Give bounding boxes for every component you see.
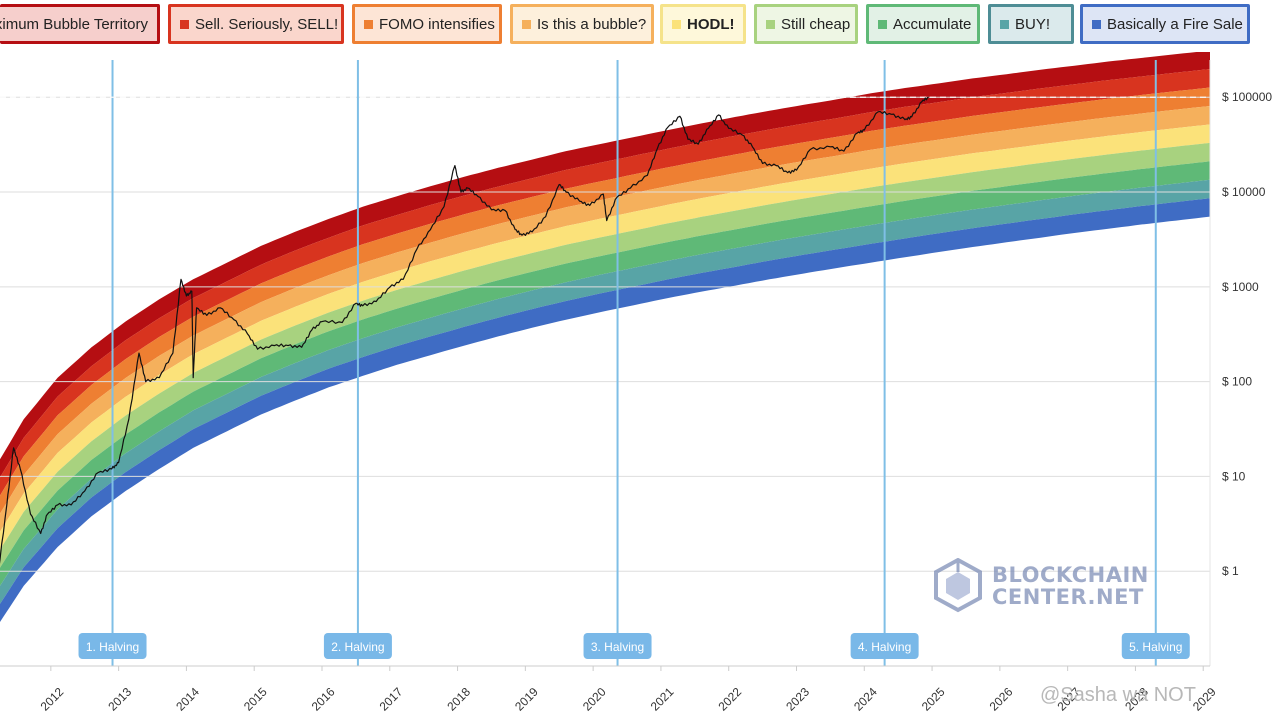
x-tick-label: 2023 <box>783 685 812 714</box>
x-tick-label: 2018 <box>444 685 473 714</box>
legend-item-1[interactable]: ximum Bubble Territory <box>0 4 160 44</box>
halving-label-5: 5. Halving <box>1129 640 1182 654</box>
y-tick-label: $ 1 <box>1222 564 1239 578</box>
x-tick-label: 2025 <box>919 685 948 714</box>
legend-item-6[interactable]: Still cheap <box>754 4 858 44</box>
legend-swatch <box>1092 20 1101 29</box>
legend-label: Is this a bubble? <box>537 16 646 33</box>
watermark-line-2: CENTER.NET <box>992 586 1149 608</box>
x-tick-label: 2017 <box>377 685 406 714</box>
rainbow-chart: $ 1$ 10$ 100$ 1000$ 10000$ 100000 2012 20… <box>0 52 1280 720</box>
legend-item-8[interactable]: BUY! <box>988 4 1074 44</box>
halving-label-3: 3. Halving <box>591 640 644 654</box>
legend-item-7[interactable]: Accumulate <box>866 4 980 44</box>
legend-item-5[interactable]: HODL! <box>660 4 746 44</box>
legend-item-9[interactable]: Basically a Fire Sale <box>1080 4 1250 44</box>
y-tick-label: $ 10 <box>1222 469 1246 483</box>
legend-label: ximum Bubble Territory <box>0 16 148 33</box>
legend-swatch <box>180 20 189 29</box>
legend-item-2[interactable]: Sell. Seriously, SELL! <box>168 4 344 44</box>
credit-watermark: @Sasha wa NOT <box>1040 684 1272 710</box>
x-tick-label: 2024 <box>851 685 880 714</box>
rainbow-bands <box>0 52 1210 637</box>
y-tick-label: $ 100000 <box>1222 90 1272 104</box>
x-tick-label: 2014 <box>173 685 202 714</box>
legend-swatch <box>766 20 775 29</box>
x-tick-label: 2016 <box>309 685 338 714</box>
legend-swatch <box>878 20 887 29</box>
legend-swatch <box>522 20 531 29</box>
x-tick-label: 2019 <box>512 685 541 714</box>
y-tick-label: $ 1000 <box>1222 280 1259 294</box>
chart-legend: ximum Bubble Territory Sell. Seriously, S… <box>0 0 1280 52</box>
y-axis-labels: $ 1 $ 10 $ 100 $ 1000 $ 10000 $ 100000 <box>1222 90 1272 578</box>
y-tick-label: $ 100 <box>1222 375 1252 389</box>
watermark-logo: BLOCKCHAIN CENTER.NET <box>932 556 1152 616</box>
legend-swatch <box>1000 20 1009 29</box>
halving-label-1: 1. Halving <box>86 640 139 654</box>
x-axis: 2012 2013 2014 2015 2016 2017 2018 2019 2020 2021… <box>0 666 1219 714</box>
x-tick-label: 2022 <box>715 685 744 714</box>
legend-label: Basically a Fire Sale <box>1107 16 1243 33</box>
x-tick-label: 2015 <box>241 685 270 714</box>
halving-label-2: 2. Halving <box>331 640 384 654</box>
legend-label: Still cheap <box>781 16 850 33</box>
x-tick-label: 2012 <box>38 685 67 714</box>
x-tick-label: 2020 <box>580 685 609 714</box>
legend-swatch <box>672 20 681 29</box>
x-tick-label: 2026 <box>987 685 1016 714</box>
legend-swatch <box>364 20 373 29</box>
legend-label: BUY! <box>1015 16 1050 33</box>
x-tick-label: 2013 <box>105 685 134 714</box>
halving-label-4: 4. Halving <box>858 640 911 654</box>
legend-item-3[interactable]: FOMO intensifies <box>352 4 502 44</box>
legend-label: Sell. Seriously, SELL! <box>195 16 338 33</box>
halving-labels: 1. Halving 2. Halving 3. Halving 4. Halving… <box>79 633 1190 659</box>
x-tick-label: 2021 <box>648 685 677 714</box>
y-tick-label: $ 10000 <box>1222 185 1266 199</box>
watermark-line-1: BLOCKCHAIN <box>992 564 1149 586</box>
legend-label: FOMO intensifies <box>379 16 495 33</box>
legend-label: Accumulate <box>893 16 971 33</box>
legend-item-4[interactable]: Is this a bubble? <box>510 4 654 44</box>
legend-label: HODL! <box>687 16 735 33</box>
cube-logo-icon <box>932 558 984 614</box>
